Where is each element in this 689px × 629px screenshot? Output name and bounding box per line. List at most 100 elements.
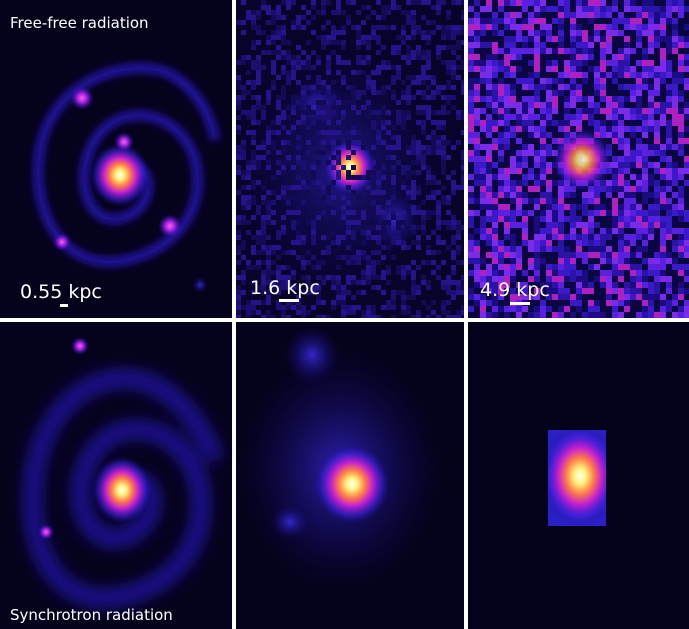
noise-pixel	[251, 25, 256, 30]
noise-pixel	[256, 300, 261, 305]
noise-pixel	[236, 155, 241, 160]
noise-pixel	[498, 60, 504, 66]
noise-pixel	[326, 315, 331, 318]
noise-pixel	[630, 90, 636, 96]
bright-spot	[192, 277, 208, 293]
noise-pixel	[612, 0, 618, 6]
noise-pixel	[678, 150, 684, 156]
noise-pixel	[321, 35, 326, 40]
noise-pixel	[416, 160, 421, 165]
noise-pixel	[588, 246, 594, 252]
noise-pixel	[266, 160, 271, 165]
noise-pixel	[570, 228, 576, 234]
noise-pixel	[436, 250, 441, 255]
noise-pixel	[612, 60, 618, 66]
noise-pixel	[654, 78, 660, 84]
noise-pixel	[371, 85, 376, 90]
noise-pixel	[474, 162, 480, 168]
noise-pixel	[461, 310, 464, 315]
noise-pixel	[504, 252, 510, 258]
noise-pixel	[341, 315, 346, 318]
noise-pixel	[366, 55, 371, 60]
noise-pixel	[570, 114, 576, 120]
noise-pixel	[468, 84, 474, 90]
noise-pixel	[480, 96, 486, 102]
noise-pixel	[441, 85, 446, 90]
noise-pixel	[522, 228, 528, 234]
noise-pixel	[366, 80, 371, 85]
noise-pixel	[522, 222, 528, 228]
noise-pixel	[510, 72, 516, 78]
noise-pixel	[401, 10, 406, 15]
noise-pixel	[564, 60, 570, 66]
noise-pixel	[654, 270, 660, 276]
noise-pixel	[618, 72, 624, 78]
noise-pixel	[436, 180, 441, 185]
noise-pixel	[371, 310, 376, 315]
noise-pixel	[246, 220, 251, 225]
noise-pixel	[588, 234, 594, 240]
noise-pixel	[351, 150, 356, 155]
noise-pixel	[391, 125, 396, 130]
noise-pixel	[301, 5, 306, 10]
noise-pixel	[564, 288, 570, 294]
noise-pixel	[416, 25, 421, 30]
noise-pixel	[461, 155, 464, 160]
noise-pixel	[540, 24, 546, 30]
noise-pixel	[570, 96, 576, 102]
noise-pixel	[642, 108, 648, 114]
noise-pixel	[492, 222, 498, 228]
noise-pixel	[618, 84, 624, 90]
noise-pixel	[540, 180, 546, 186]
noise-pixel	[406, 305, 411, 310]
noise-pixel	[636, 288, 642, 294]
noise-pixel	[612, 312, 618, 318]
noise-pixel	[492, 30, 498, 36]
noise-pixel	[540, 192, 546, 198]
noise-pixel	[246, 160, 251, 165]
noise-pixel	[570, 210, 576, 216]
noise-pixel	[351, 125, 356, 130]
noise-pixel	[630, 126, 636, 132]
noise-pixel	[654, 102, 660, 108]
noise-pixel	[552, 234, 558, 240]
noise-pixel	[678, 108, 684, 114]
noise-pixel	[540, 150, 546, 156]
noise-pixel	[421, 125, 426, 130]
noise-pixel	[630, 198, 636, 204]
noise-pixel	[474, 108, 480, 114]
noise-pixel	[570, 300, 576, 306]
noise-pixel	[326, 190, 331, 195]
noise-pixel	[406, 205, 411, 210]
noise-pixel	[498, 30, 504, 36]
noise-pixel	[386, 300, 391, 305]
noise-pixel	[456, 235, 461, 240]
noise-pixel	[441, 195, 446, 200]
noise-pixel	[648, 144, 654, 150]
noise-pixel	[391, 180, 396, 185]
noise-pixel	[306, 150, 311, 155]
noise-pixel	[612, 174, 618, 180]
noise-pixel	[582, 60, 588, 66]
noise-pixel	[281, 305, 286, 310]
noise-pixel	[558, 72, 564, 78]
noise-pixel	[331, 50, 336, 55]
noise-pixel	[624, 198, 630, 204]
noise-pixel	[636, 126, 642, 132]
noise-pixel	[486, 102, 492, 108]
noise-pixel	[331, 240, 336, 245]
scale-bar	[510, 302, 530, 305]
noise-pixel	[618, 114, 624, 120]
noise-pixel	[510, 186, 516, 192]
noise-pixel	[552, 78, 558, 84]
noise-pixel	[672, 90, 678, 96]
noise-pixel	[426, 150, 431, 155]
noise-pixel	[570, 204, 576, 210]
noise-pixel	[624, 240, 630, 246]
noise-pixel	[618, 30, 624, 36]
noise-pixel	[431, 145, 436, 150]
noise-pixel	[336, 290, 341, 295]
noise-pixel	[468, 198, 474, 204]
noise-pixel	[256, 160, 261, 165]
noise-pixel	[276, 170, 281, 175]
